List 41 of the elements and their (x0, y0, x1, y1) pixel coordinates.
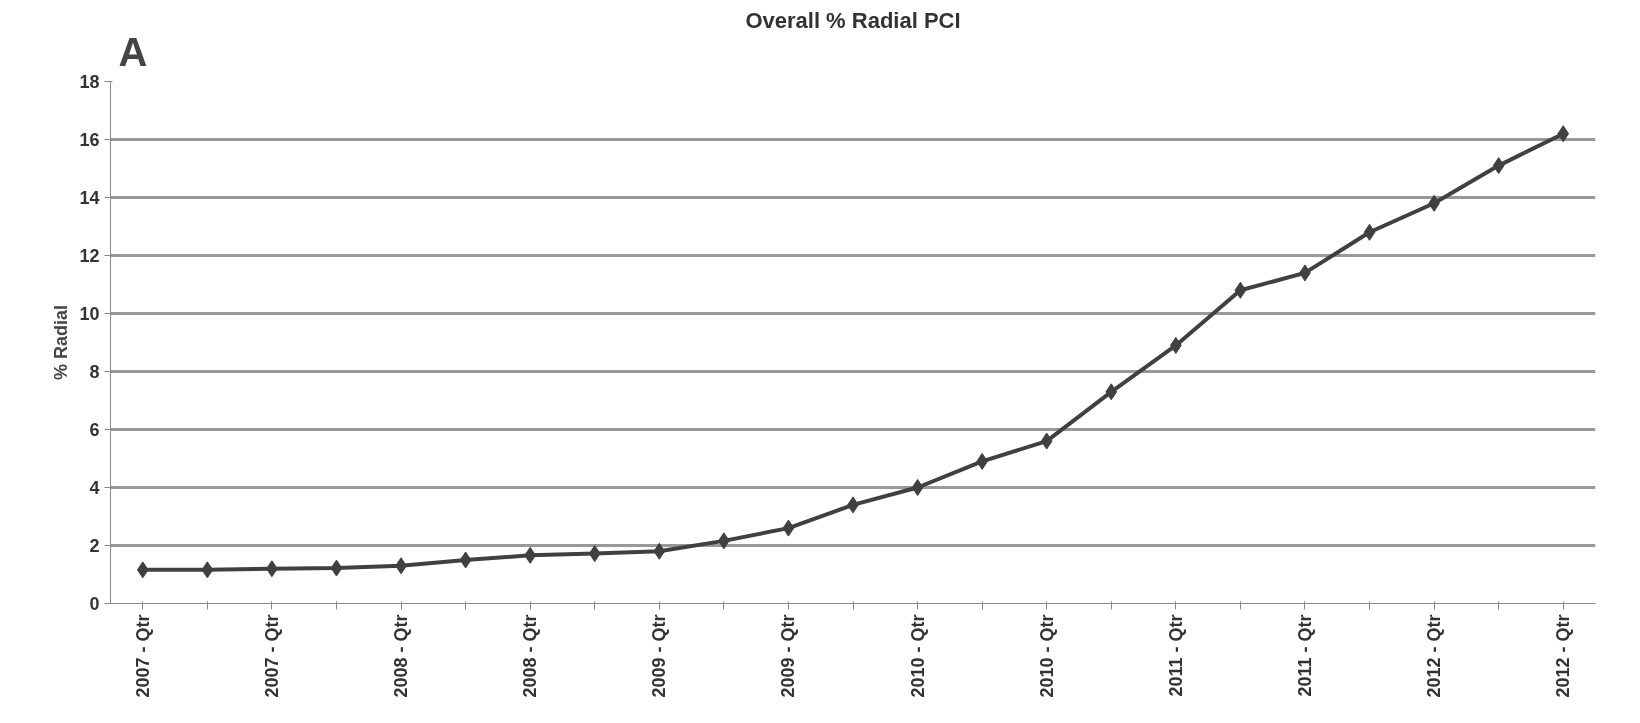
chart-title: Overall % Radial PCI (745, 7, 961, 33)
y-tick-label: 16 (79, 130, 100, 150)
point (136, 561, 149, 579)
x-tick-label: 2008 - Qtr (391, 614, 412, 698)
point (1105, 383, 1118, 401)
point (1557, 125, 1570, 143)
y-tick-label: 6 (89, 420, 100, 440)
y-tick-label: 2 (89, 536, 100, 556)
point (524, 546, 537, 564)
x-tick-label: 2012 - Qtr (1424, 614, 1445, 698)
point (1363, 223, 1376, 241)
text: A (118, 29, 148, 74)
x-tick-label: 2007 - Qtr (132, 614, 153, 698)
x-tick-label: 2008 - Qtr (520, 614, 541, 698)
point (653, 542, 666, 560)
point (201, 561, 214, 579)
y-tick-label: 14 (79, 188, 100, 208)
point (1492, 157, 1505, 175)
point (1234, 281, 1247, 299)
x-tick-label: 2012 - Qtr (1553, 614, 1574, 698)
y-tick-label: 0 (89, 594, 100, 614)
point (1040, 432, 1053, 450)
point (1169, 336, 1182, 354)
x-tick-label: 2007 - Qtr (261, 614, 282, 698)
point (782, 519, 795, 537)
x-tick-label: 2009 - Qtr (649, 614, 670, 698)
point (330, 559, 343, 577)
y-axis-title: % Radial (51, 304, 72, 381)
y-tick-label: 4 (89, 478, 100, 498)
y-tick-label: 10 (79, 304, 100, 324)
x-tick-label: 2011 - Qtr (1294, 614, 1315, 697)
point (459, 551, 472, 569)
x-tick-label: 2009 - Qtr (778, 614, 799, 698)
y-tick-label: 12 (79, 246, 100, 266)
x-tick-label: 2010 - Qtr (907, 614, 928, 698)
y-tick-label: 18 (79, 72, 100, 92)
y-tick-label: 8 (89, 362, 100, 382)
point (911, 479, 924, 496)
point (588, 545, 601, 563)
x-tick-label: 2010 - Qtr (1036, 614, 1057, 698)
x-tick-label: 2011 - Qtr (1165, 614, 1186, 697)
